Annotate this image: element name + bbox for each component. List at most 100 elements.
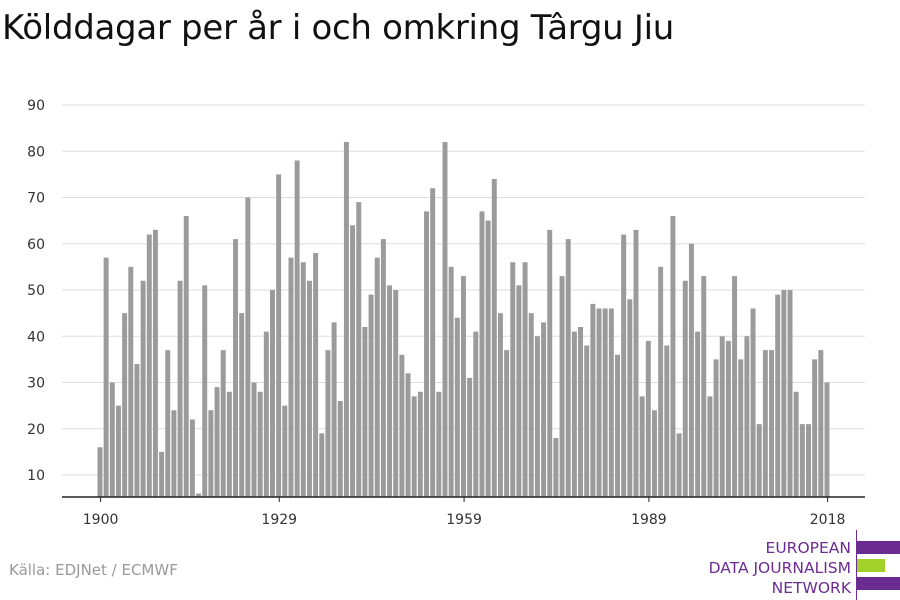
bar-1988 [639, 396, 645, 497]
bar-1969 [522, 262, 528, 497]
bar-1904 [122, 313, 128, 497]
bar-1982 [602, 308, 608, 497]
bar-1990 [651, 410, 657, 497]
bar-2010 [775, 294, 781, 497]
bar-1975 [559, 276, 565, 497]
bar-1960 [467, 377, 473, 497]
bar-1939 [337, 401, 343, 497]
bar-1984 [615, 354, 620, 497]
bar-1915 [189, 419, 195, 497]
bar-1912 [171, 410, 177, 497]
bar-1951 [411, 396, 417, 497]
bar-1923 [239, 313, 245, 497]
bar-1973 [547, 229, 553, 497]
bar-1993 [670, 216, 676, 497]
bar-2006 [750, 308, 756, 497]
x-tick-label-1929: 1929 [261, 512, 297, 528]
bar-1908 [146, 234, 152, 497]
x-tick-label-1959: 1959 [446, 512, 482, 528]
bar-1998 [701, 276, 707, 497]
bar-1907 [140, 280, 146, 497]
y-tick-label-70: 70 [27, 191, 45, 207]
bar-1947 [387, 285, 393, 497]
bar-1942 [356, 202, 362, 497]
bar-1952 [417, 391, 423, 497]
y-tick-label-10: 10 [27, 468, 45, 484]
bar-2005 [744, 336, 750, 497]
bar-1938 [331, 322, 337, 497]
brand-line-1: EUROPEAN [765, 539, 851, 557]
bar-2002 [725, 340, 731, 497]
bar-1902 [109, 382, 115, 497]
bar-1921 [226, 391, 232, 497]
bar-1986 [627, 299, 633, 497]
bar-1955 [436, 391, 442, 497]
bar-1997 [695, 331, 701, 497]
bar-1971 [534, 336, 540, 497]
bar-1989 [645, 340, 651, 497]
bar-1978 [578, 327, 584, 497]
bar-1983 [608, 308, 614, 497]
bar-1966 [504, 350, 510, 497]
y-tick-label-20: 20 [27, 422, 45, 438]
bar-1954 [430, 188, 436, 497]
bar-1932 [294, 160, 300, 497]
bar-1924 [245, 197, 251, 497]
bar-1930 [282, 405, 288, 497]
bar-1900 [97, 447, 103, 497]
x-tick-labels: 1900 1929 1959 1989 2018 [83, 512, 846, 528]
bar-1926 [257, 391, 263, 497]
bar-1913 [177, 280, 183, 497]
bar-1991 [658, 266, 664, 497]
bar-1919 [214, 387, 220, 497]
bar-2001 [719, 336, 725, 497]
logo-bar-purple-bottom [857, 577, 900, 590]
bar-1905 [128, 266, 134, 497]
bar-2004 [738, 359, 744, 497]
y-tick-label-60: 60 [27, 237, 45, 253]
bar-1911 [165, 350, 171, 497]
bar-1941 [350, 225, 356, 497]
bar-1917 [202, 285, 208, 497]
y-tick-label-40: 40 [27, 329, 45, 345]
bar-2012 [787, 290, 793, 497]
brand-line-3: NETWORK [771, 579, 851, 597]
bar-1922 [233, 239, 239, 497]
bar-1945 [374, 257, 380, 497]
bar-1901 [103, 257, 109, 497]
bar-1929 [276, 174, 282, 497]
edjnet-logo: EUROPEAN DATA JOURNALISM NETWORK [709, 538, 851, 598]
bar-1944 [368, 294, 374, 497]
bar-1906 [134, 364, 140, 497]
bar-1987 [633, 229, 639, 497]
bar-1948 [393, 290, 399, 497]
bar-1980 [590, 303, 596, 497]
bar-1937 [325, 350, 331, 497]
logo-bar-green [857, 559, 885, 572]
bar-1914 [183, 216, 189, 497]
bar-2016 [812, 359, 818, 497]
bar-1949 [399, 354, 405, 497]
bar-2015 [806, 424, 811, 497]
bar-1931 [288, 257, 294, 497]
bar-2007 [756, 424, 762, 497]
bar-2000 [713, 359, 719, 497]
bar-1936 [319, 433, 325, 497]
bar-2009 [769, 350, 775, 497]
bar-1996 [688, 243, 694, 497]
bar-2008 [762, 350, 768, 497]
bar-1903 [115, 405, 121, 497]
bar-2018 [824, 382, 830, 497]
bar-1972 [541, 322, 547, 497]
bar-1909 [152, 229, 158, 497]
bar-1977 [571, 331, 577, 497]
brand-line-2: DATA JOURNALISM [708, 559, 851, 577]
bar-1976 [565, 239, 571, 497]
bar-1964 [491, 179, 497, 497]
bar-1920 [220, 350, 226, 497]
x-tick-label-1989: 1989 [631, 512, 667, 528]
bar-1959 [461, 276, 466, 497]
bar-1918 [208, 410, 214, 497]
bar-1999 [707, 396, 713, 497]
bar-1961 [473, 331, 479, 497]
